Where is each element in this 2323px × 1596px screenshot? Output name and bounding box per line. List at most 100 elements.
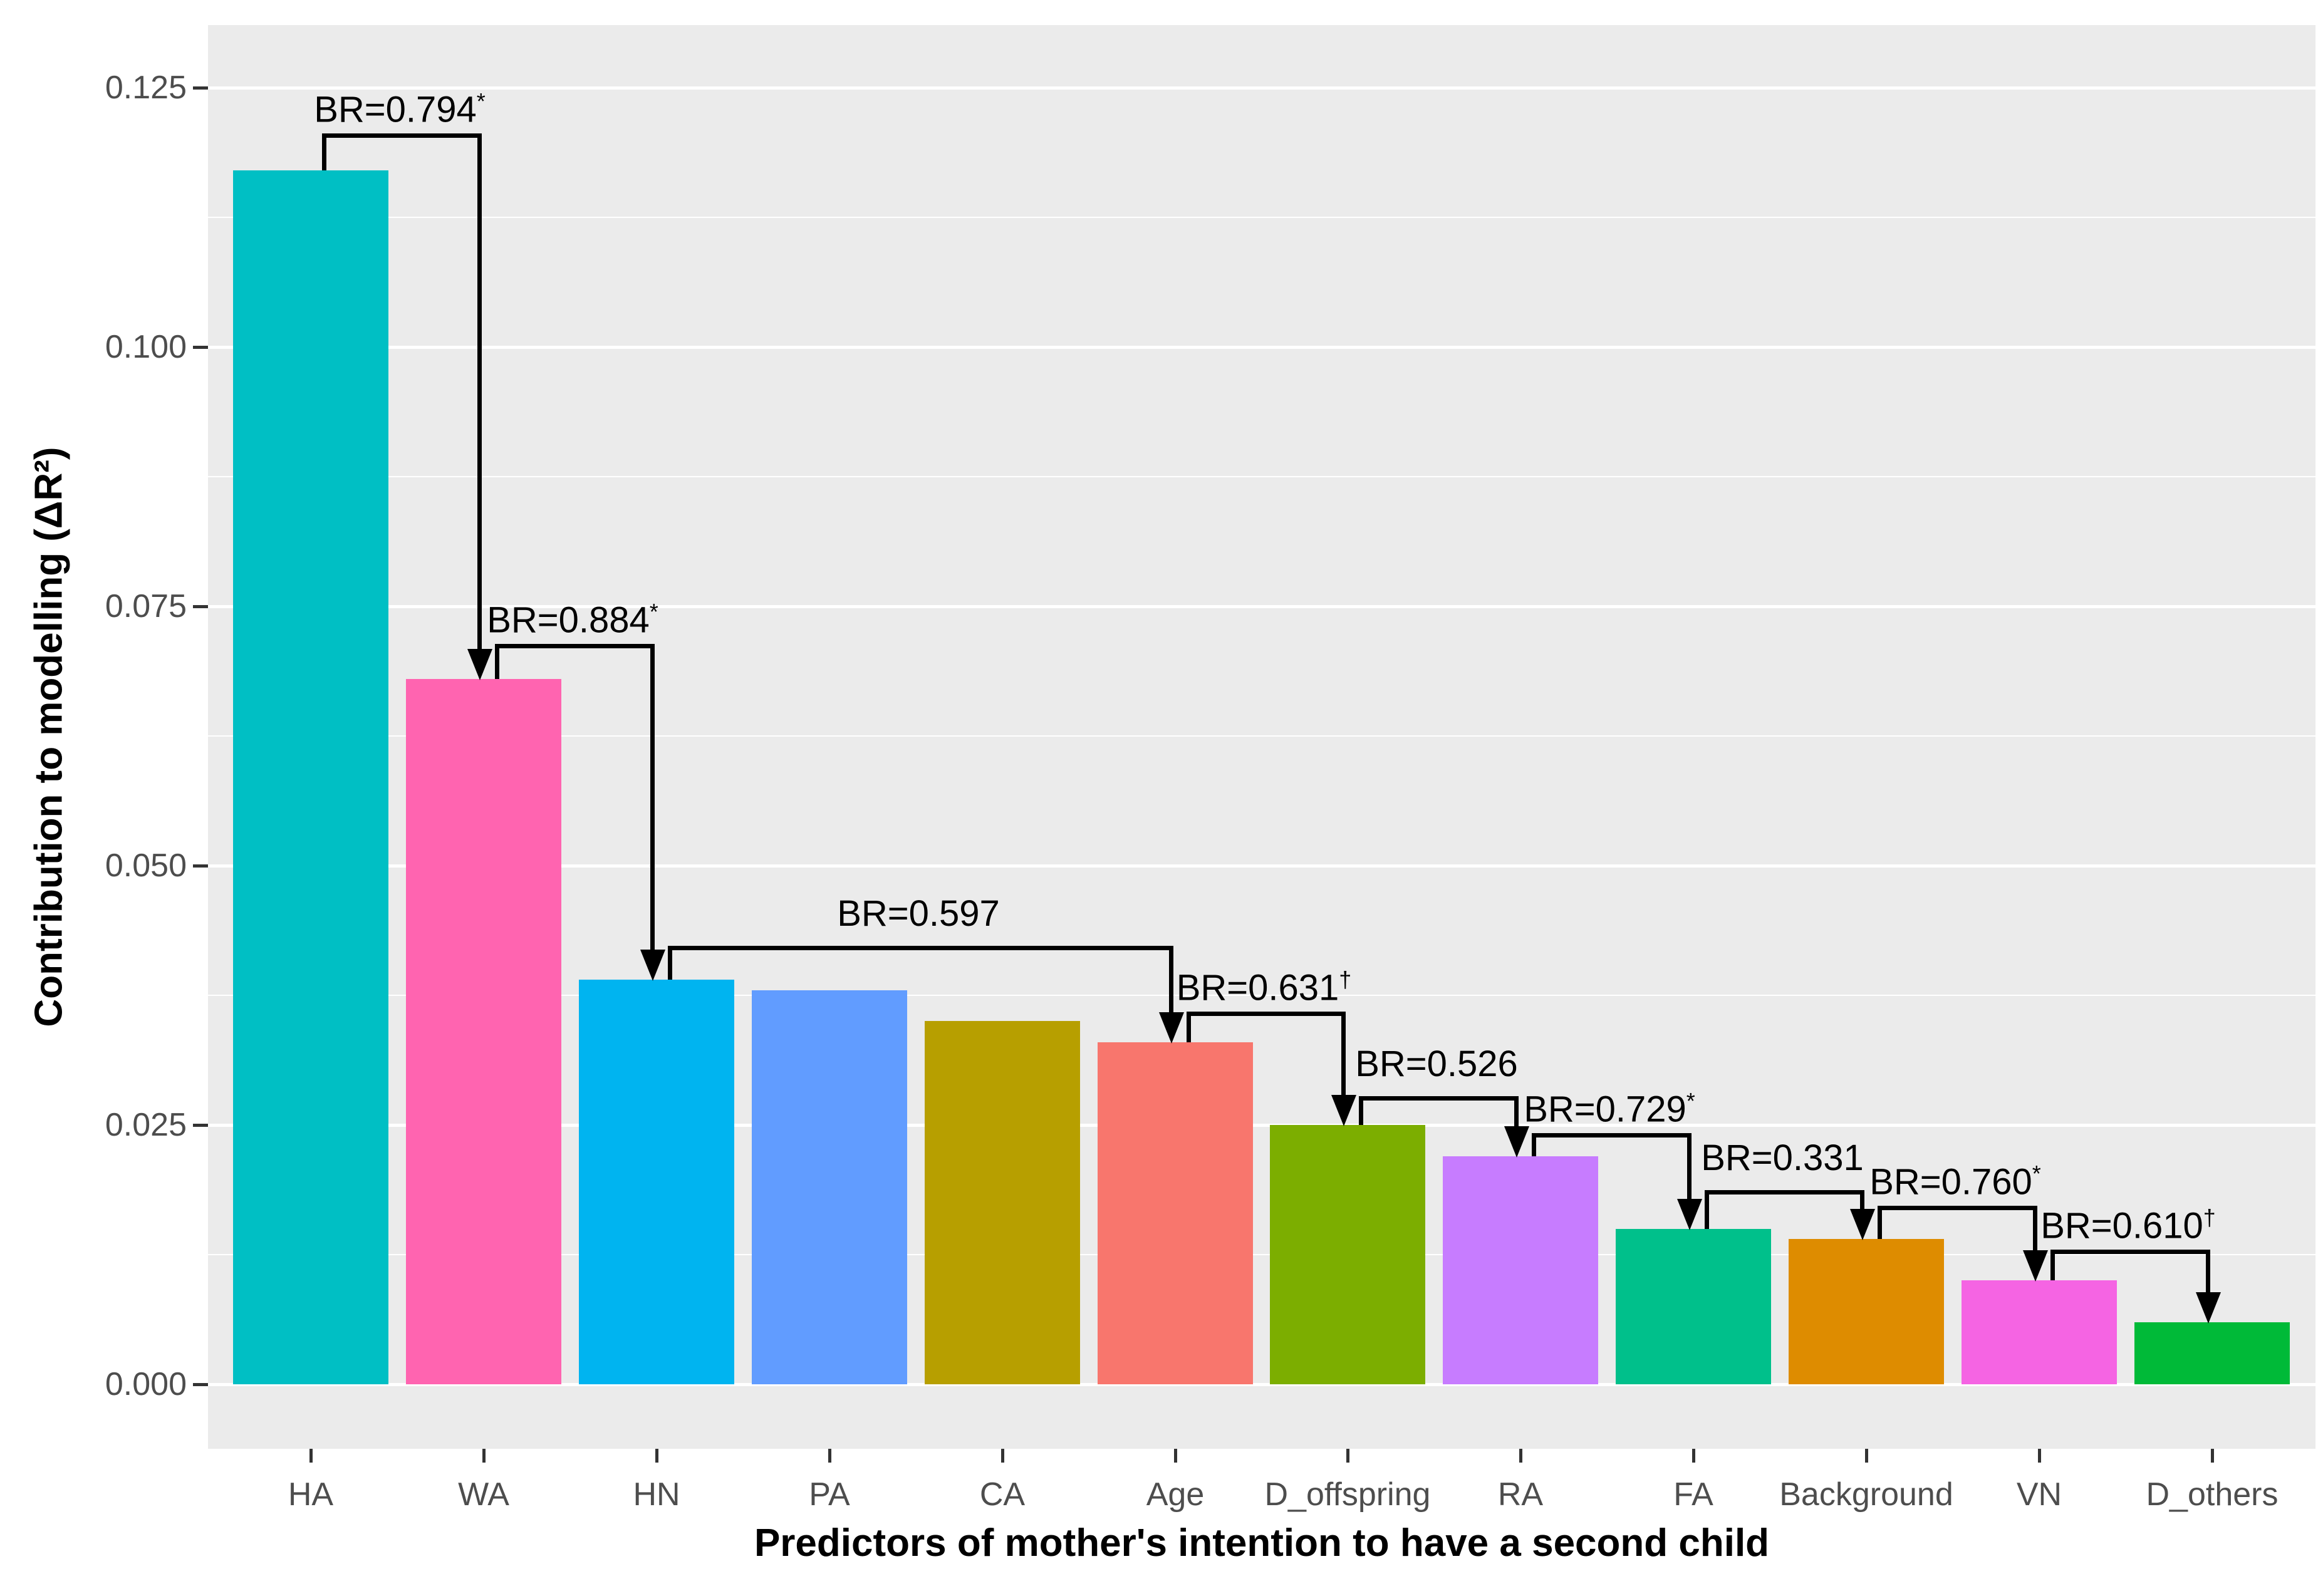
bracket-label-text: BR=0.760 bbox=[1869, 1161, 2032, 1203]
major-gridline bbox=[208, 1124, 2315, 1127]
x-tick-label-CA: CA bbox=[979, 1476, 1026, 1513]
bracket-riser bbox=[1705, 1190, 1709, 1229]
bracket-hline bbox=[1532, 1133, 1692, 1137]
bar-RA bbox=[1443, 1156, 1598, 1384]
down-arrow-marker bbox=[2022, 1250, 2048, 1282]
x-tick-label-HA: HA bbox=[288, 1476, 334, 1513]
y-tick-label: 0.025 bbox=[105, 1107, 187, 1143]
major-gridline bbox=[208, 346, 2315, 349]
bracket-label-text: BR=0.631 bbox=[1176, 967, 1339, 1008]
bracket-label: BR=0.760* bbox=[1730, 1154, 2181, 1201]
y-tick-mark bbox=[193, 1124, 208, 1127]
bracket-vline bbox=[1687, 1133, 1692, 1203]
x-tick-mark bbox=[2211, 1449, 2214, 1463]
bracket-label: BR=0.794* bbox=[174, 82, 625, 129]
bracket-hline bbox=[1705, 1190, 1864, 1194]
bracket-label-superscript: † bbox=[1339, 966, 1352, 992]
y-tick-mark bbox=[193, 864, 208, 868]
bar-Age bbox=[1098, 1042, 1253, 1384]
bracket-label-text: BR=0.526 bbox=[1355, 1044, 1518, 1084]
x-tick-label-VN: VN bbox=[2016, 1476, 2062, 1513]
x-tick-mark bbox=[482, 1449, 486, 1463]
bar-PA bbox=[752, 990, 907, 1384]
major-gridline bbox=[208, 1383, 2315, 1386]
x-tick-mark bbox=[2038, 1449, 2041, 1463]
bar-HN bbox=[579, 980, 734, 1384]
bar-Background bbox=[1789, 1239, 1944, 1384]
bracket-label-text: BR=0.610 bbox=[2040, 1205, 2203, 1246]
bracket-vline bbox=[1514, 1096, 1519, 1130]
bar-WA bbox=[406, 679, 561, 1384]
bracket-hline bbox=[322, 133, 482, 138]
x-tick-label-Background: Background bbox=[1779, 1476, 1953, 1513]
bracket-hline bbox=[1359, 1096, 1519, 1101]
bracket-label: BR=0.729* bbox=[1384, 1082, 1835, 1129]
bracket-label: BR=0.526 bbox=[1211, 1045, 1662, 1084]
bracket-riser bbox=[1878, 1206, 1882, 1239]
bracket-label-superscript: † bbox=[2203, 1205, 2216, 1230]
bracket-vline bbox=[1860, 1190, 1864, 1213]
y-tick-label: 0.125 bbox=[105, 70, 187, 106]
x-tick-mark bbox=[1346, 1449, 1349, 1463]
bar-FA bbox=[1616, 1229, 1771, 1384]
bar-CA bbox=[925, 1021, 1080, 1384]
x-tick-mark bbox=[1865, 1449, 1868, 1463]
bracket-label-text: BR=0.794 bbox=[314, 89, 477, 130]
y-tick-mark bbox=[193, 346, 208, 349]
bar-D_others bbox=[2134, 1322, 2290, 1384]
minor-gridline bbox=[208, 735, 2315, 737]
bracket-vline bbox=[2033, 1206, 2037, 1254]
x-tick-mark bbox=[655, 1449, 658, 1463]
bracket-vline bbox=[650, 644, 655, 953]
y-tick-mark bbox=[193, 605, 208, 608]
down-arrow-marker bbox=[1158, 1012, 1184, 1044]
minor-gridline bbox=[208, 995, 2315, 996]
y-tick-mark bbox=[193, 1383, 208, 1386]
bar-VN bbox=[1962, 1280, 2117, 1384]
x-tick-mark bbox=[1519, 1449, 1522, 1463]
bracket-label-text: BR=0.331 bbox=[1701, 1137, 1864, 1178]
x-tick-mark bbox=[309, 1449, 313, 1463]
x-tick-mark bbox=[828, 1449, 831, 1463]
bracket-label-superscript: * bbox=[476, 88, 486, 114]
x-axis-title: Predictors of mother's intention to have… bbox=[754, 1521, 1770, 1565]
bracket-riser bbox=[2050, 1250, 2055, 1280]
y-tick-mark bbox=[193, 86, 208, 90]
bracket-riser bbox=[1532, 1133, 1536, 1156]
major-gridline bbox=[208, 86, 2315, 90]
bracket-riser bbox=[495, 644, 499, 679]
bracket-riser bbox=[1359, 1096, 1363, 1125]
bracket-vline bbox=[477, 133, 482, 653]
bracket-label: BR=0.597 bbox=[693, 894, 1144, 933]
bracket-hline bbox=[1878, 1206, 2037, 1210]
bracket-label-superscript: * bbox=[2032, 1161, 2041, 1186]
bracket-label: BR=0.610† bbox=[1903, 1198, 2323, 1245]
bracket-riser bbox=[1187, 1012, 1191, 1042]
bracket-vline bbox=[1341, 1012, 1346, 1099]
bracket-label-text: BR=0.597 bbox=[837, 893, 1000, 934]
down-arrow-marker bbox=[467, 649, 492, 680]
down-arrow-marker bbox=[2195, 1292, 2221, 1324]
down-arrow-marker bbox=[1331, 1095, 1356, 1126]
bracket-hline bbox=[2050, 1250, 2210, 1254]
bracket-label: BR=0.331 bbox=[1557, 1139, 2008, 1178]
x-tick-label-PA: PA bbox=[809, 1476, 850, 1513]
bracket-riser bbox=[322, 133, 326, 170]
bracket-label: BR=0.884* bbox=[347, 593, 798, 640]
down-arrow-marker bbox=[1849, 1209, 1875, 1240]
y-tick-label: 0.050 bbox=[105, 847, 187, 884]
x-tick-label-D_others: D_others bbox=[2146, 1476, 2279, 1513]
bracket-label-superscript: * bbox=[649, 599, 658, 624]
bar-D_offspring bbox=[1270, 1125, 1425, 1384]
x-tick-label-HN: HN bbox=[633, 1476, 680, 1513]
bracket-label: BR=0.631† bbox=[1039, 960, 1490, 1007]
major-gridline bbox=[208, 605, 2315, 608]
bracket-label-text: BR=0.884 bbox=[487, 599, 650, 641]
y-tick-label: 0.100 bbox=[105, 329, 187, 365]
bracket-vline bbox=[2206, 1250, 2210, 1296]
minor-gridline bbox=[208, 1254, 2315, 1255]
y-axis-title: Contribution to modelling (ΔR²) bbox=[27, 447, 71, 1027]
x-tick-label-RA: RA bbox=[1497, 1476, 1544, 1513]
x-tick-label-D_offspring: D_offspring bbox=[1264, 1476, 1431, 1513]
